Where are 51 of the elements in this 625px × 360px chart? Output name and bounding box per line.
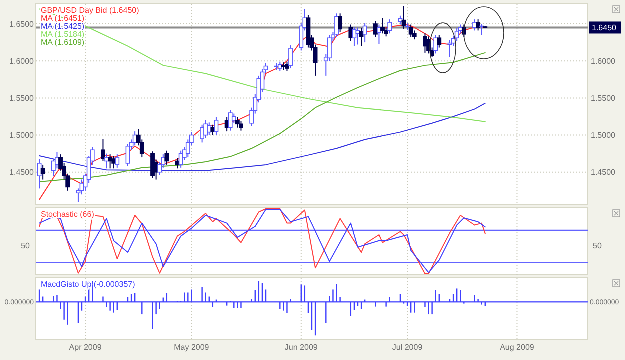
y2-tick-label: 1.4500 <box>591 168 616 178</box>
candlestick <box>214 116 219 136</box>
candlestick <box>285 61 290 72</box>
candlestick <box>239 120 244 132</box>
text: MA (1.5425) <box>41 22 85 31</box>
candlestick <box>338 13 343 33</box>
x-tick-label: Jul 2009 <box>392 343 424 352</box>
y2-tick-label: 1.5000 <box>591 131 616 140</box>
candlestick <box>101 138 106 162</box>
candlestick <box>388 19 392 34</box>
candlestick <box>380 18 385 34</box>
x-tick-label: Aug 2009 <box>500 343 535 352</box>
candlestick <box>437 34 442 48</box>
y-tick-label: 1.6500 <box>10 20 35 29</box>
y2-tick-label: 1.5500 <box>591 94 616 103</box>
ref-line-label: 1.6450 <box>592 24 618 33</box>
candlestick <box>108 154 113 170</box>
x-tick-label: Apr 2009 <box>69 343 102 352</box>
text: 50 <box>21 241 30 250</box>
candlestick <box>288 45 293 70</box>
y-tick-label: 1.6000 <box>10 56 35 66</box>
candlestick <box>150 151 155 179</box>
candlestick <box>164 150 170 166</box>
y-tick-label: 1.5000 <box>10 131 35 140</box>
candlestick <box>115 154 120 168</box>
candlestick <box>207 122 212 136</box>
x-tick-label: Jun 2009 <box>284 343 318 352</box>
candlestick <box>178 150 184 168</box>
candlestick <box>377 24 382 45</box>
candlestick <box>126 144 130 167</box>
candlestick <box>434 34 438 54</box>
candlestick <box>408 24 414 38</box>
series-label: MA (1.5184) <box>41 30 85 39</box>
candlestick <box>373 20 378 38</box>
candlestick <box>40 164 46 180</box>
text: 50 <box>593 241 602 250</box>
chart-title: GBP/USD Day Bid (1.6450) <box>41 6 140 15</box>
chart-title: Stochastic (66) <box>41 210 95 219</box>
y2-tick-label: 1.6000 <box>591 56 616 66</box>
y-tick-label: 1.4500 <box>10 168 35 178</box>
candlestick <box>278 61 282 72</box>
line-series <box>39 8 486 122</box>
y-tick-label: 1.5500 <box>10 94 35 103</box>
candlestick <box>362 22 368 44</box>
candlestick <box>348 24 354 42</box>
x-tick-label: May 2009 <box>174 343 210 352</box>
text: MA (1.6109) <box>41 38 85 47</box>
candlestick <box>235 116 240 128</box>
candlestick <box>228 110 233 132</box>
candlestick <box>476 19 481 32</box>
candlestick <box>210 124 216 136</box>
